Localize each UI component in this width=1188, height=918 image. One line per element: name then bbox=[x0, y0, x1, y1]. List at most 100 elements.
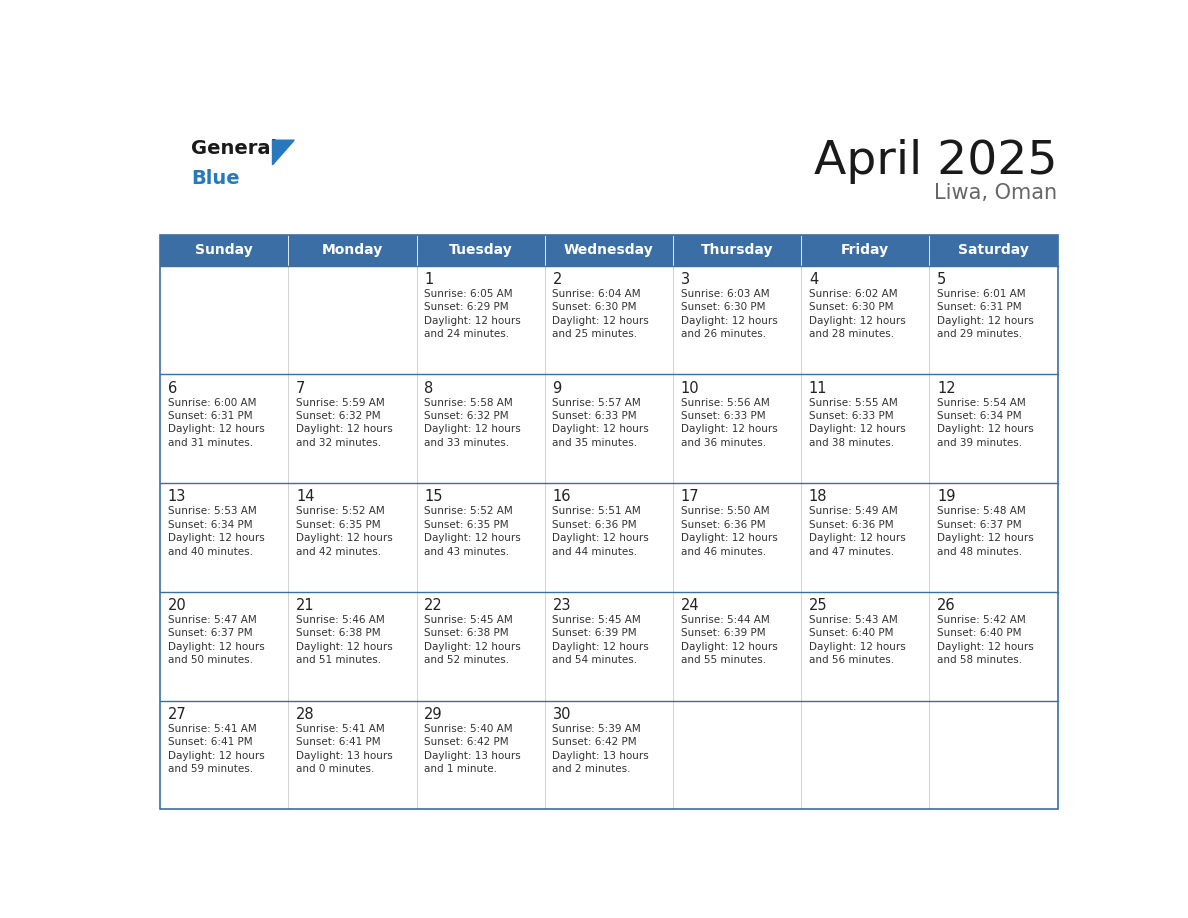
Text: Daylight: 13 hours: Daylight: 13 hours bbox=[424, 751, 522, 761]
Text: 8: 8 bbox=[424, 381, 434, 396]
Text: Sunrise: 5:39 AM: Sunrise: 5:39 AM bbox=[552, 723, 642, 733]
Text: 29: 29 bbox=[424, 707, 443, 722]
Text: 22: 22 bbox=[424, 598, 443, 613]
Text: and 31 minutes.: and 31 minutes. bbox=[168, 438, 253, 448]
Text: 27: 27 bbox=[168, 707, 187, 722]
Text: and 39 minutes.: and 39 minutes. bbox=[937, 438, 1022, 448]
Text: Sunrise: 5:42 AM: Sunrise: 5:42 AM bbox=[937, 615, 1026, 625]
Text: and 33 minutes.: and 33 minutes. bbox=[424, 438, 510, 448]
Text: Sunset: 6:36 PM: Sunset: 6:36 PM bbox=[681, 520, 765, 530]
Text: Daylight: 12 hours: Daylight: 12 hours bbox=[296, 533, 393, 543]
Text: Sunset: 6:30 PM: Sunset: 6:30 PM bbox=[552, 302, 637, 312]
Text: 23: 23 bbox=[552, 598, 571, 613]
Text: Sunrise: 5:45 AM: Sunrise: 5:45 AM bbox=[552, 615, 642, 625]
Text: Sunset: 6:30 PM: Sunset: 6:30 PM bbox=[809, 302, 893, 312]
Text: 19: 19 bbox=[937, 489, 955, 504]
Text: Thursday: Thursday bbox=[701, 243, 773, 257]
Text: Sunrise: 5:52 AM: Sunrise: 5:52 AM bbox=[424, 506, 513, 516]
Text: 12: 12 bbox=[937, 381, 955, 396]
Text: and 50 minutes.: and 50 minutes. bbox=[168, 655, 253, 666]
Text: and 44 minutes.: and 44 minutes. bbox=[552, 547, 638, 556]
Text: Sunset: 6:30 PM: Sunset: 6:30 PM bbox=[681, 302, 765, 312]
Text: and 0 minutes.: and 0 minutes. bbox=[296, 764, 374, 774]
Text: Sunset: 6:29 PM: Sunset: 6:29 PM bbox=[424, 302, 508, 312]
Text: 10: 10 bbox=[681, 381, 700, 396]
Text: Sunrise: 5:44 AM: Sunrise: 5:44 AM bbox=[681, 615, 770, 625]
Text: 24: 24 bbox=[681, 598, 700, 613]
Text: Sunrise: 5:54 AM: Sunrise: 5:54 AM bbox=[937, 397, 1026, 408]
Text: Daylight: 12 hours: Daylight: 12 hours bbox=[681, 642, 777, 652]
Text: Sunset: 6:37 PM: Sunset: 6:37 PM bbox=[937, 520, 1022, 530]
Text: and 32 minutes.: and 32 minutes. bbox=[296, 438, 381, 448]
Text: Daylight: 12 hours: Daylight: 12 hours bbox=[681, 316, 777, 326]
Text: 13: 13 bbox=[168, 489, 187, 504]
Text: Sunset: 6:39 PM: Sunset: 6:39 PM bbox=[681, 629, 765, 638]
Text: Sunset: 6:31 PM: Sunset: 6:31 PM bbox=[937, 302, 1022, 312]
Text: Sunset: 6:37 PM: Sunset: 6:37 PM bbox=[168, 629, 253, 638]
Text: Sunrise: 5:41 AM: Sunrise: 5:41 AM bbox=[296, 723, 385, 733]
Text: and 43 minutes.: and 43 minutes. bbox=[424, 547, 510, 556]
Text: 4: 4 bbox=[809, 272, 819, 286]
Text: Sunrise: 5:40 AM: Sunrise: 5:40 AM bbox=[424, 723, 513, 733]
Text: Sunset: 6:33 PM: Sunset: 6:33 PM bbox=[809, 411, 893, 421]
Text: and 59 minutes.: and 59 minutes. bbox=[168, 764, 253, 774]
Text: and 58 minutes.: and 58 minutes. bbox=[937, 655, 1022, 666]
Text: Wednesday: Wednesday bbox=[564, 243, 653, 257]
Text: and 55 minutes.: and 55 minutes. bbox=[681, 655, 766, 666]
Text: Sunrise: 5:59 AM: Sunrise: 5:59 AM bbox=[296, 397, 385, 408]
Text: Sunrise: 5:46 AM: Sunrise: 5:46 AM bbox=[296, 615, 385, 625]
Text: 5: 5 bbox=[937, 272, 947, 286]
Text: 1: 1 bbox=[424, 272, 434, 286]
Text: 20: 20 bbox=[168, 598, 187, 613]
Text: Daylight: 12 hours: Daylight: 12 hours bbox=[424, 424, 522, 434]
Text: Sunrise: 5:53 AM: Sunrise: 5:53 AM bbox=[168, 506, 257, 516]
Text: Sunrise: 6:02 AM: Sunrise: 6:02 AM bbox=[809, 289, 898, 298]
Text: 2: 2 bbox=[552, 272, 562, 286]
Text: Daylight: 12 hours: Daylight: 12 hours bbox=[809, 424, 905, 434]
Text: Sunset: 6:32 PM: Sunset: 6:32 PM bbox=[296, 411, 380, 421]
Text: Sunrise: 6:00 AM: Sunrise: 6:00 AM bbox=[168, 397, 257, 408]
Text: Sunset: 6:33 PM: Sunset: 6:33 PM bbox=[681, 411, 765, 421]
Text: Sunrise: 5:51 AM: Sunrise: 5:51 AM bbox=[552, 506, 642, 516]
Text: Sunrise: 5:43 AM: Sunrise: 5:43 AM bbox=[809, 615, 898, 625]
Text: 17: 17 bbox=[681, 489, 700, 504]
Text: Daylight: 12 hours: Daylight: 12 hours bbox=[552, 316, 650, 326]
Text: Daylight: 12 hours: Daylight: 12 hours bbox=[168, 424, 265, 434]
Text: Daylight: 12 hours: Daylight: 12 hours bbox=[809, 642, 905, 652]
Text: 7: 7 bbox=[296, 381, 305, 396]
Bar bbox=[160, 235, 1057, 810]
Text: and 35 minutes.: and 35 minutes. bbox=[552, 438, 638, 448]
Text: 28: 28 bbox=[296, 707, 315, 722]
Bar bbox=[160, 235, 1057, 265]
Text: Daylight: 12 hours: Daylight: 12 hours bbox=[424, 642, 522, 652]
Text: Sunrise: 5:49 AM: Sunrise: 5:49 AM bbox=[809, 506, 898, 516]
Bar bbox=[160, 265, 1057, 810]
Text: Monday: Monday bbox=[322, 243, 383, 257]
Text: 25: 25 bbox=[809, 598, 828, 613]
Text: Sunset: 6:38 PM: Sunset: 6:38 PM bbox=[296, 629, 380, 638]
Text: Sunrise: 6:05 AM: Sunrise: 6:05 AM bbox=[424, 289, 513, 298]
Text: Daylight: 12 hours: Daylight: 12 hours bbox=[681, 424, 777, 434]
Text: and 28 minutes.: and 28 minutes. bbox=[809, 330, 895, 340]
Text: Daylight: 13 hours: Daylight: 13 hours bbox=[552, 751, 650, 761]
Text: Saturday: Saturday bbox=[958, 243, 1029, 257]
Text: 18: 18 bbox=[809, 489, 827, 504]
Text: and 2 minutes.: and 2 minutes. bbox=[552, 764, 631, 774]
Text: Sunset: 6:40 PM: Sunset: 6:40 PM bbox=[937, 629, 1022, 638]
Text: and 29 minutes.: and 29 minutes. bbox=[937, 330, 1022, 340]
Text: Sunset: 6:40 PM: Sunset: 6:40 PM bbox=[809, 629, 893, 638]
Text: and 48 minutes.: and 48 minutes. bbox=[937, 547, 1022, 556]
Text: 9: 9 bbox=[552, 381, 562, 396]
Text: and 25 minutes.: and 25 minutes. bbox=[552, 330, 638, 340]
Text: Sunrise: 6:01 AM: Sunrise: 6:01 AM bbox=[937, 289, 1025, 298]
Text: Daylight: 12 hours: Daylight: 12 hours bbox=[168, 751, 265, 761]
Text: Sunrise: 5:58 AM: Sunrise: 5:58 AM bbox=[424, 397, 513, 408]
Text: and 26 minutes.: and 26 minutes. bbox=[681, 330, 766, 340]
Text: 30: 30 bbox=[552, 707, 571, 722]
Text: Sunset: 6:34 PM: Sunset: 6:34 PM bbox=[168, 520, 253, 530]
Text: Daylight: 12 hours: Daylight: 12 hours bbox=[937, 424, 1034, 434]
Text: Sunset: 6:36 PM: Sunset: 6:36 PM bbox=[552, 520, 637, 530]
Text: Sunrise: 6:03 AM: Sunrise: 6:03 AM bbox=[681, 289, 770, 298]
Text: and 40 minutes.: and 40 minutes. bbox=[168, 547, 253, 556]
Text: Daylight: 12 hours: Daylight: 12 hours bbox=[424, 533, 522, 543]
